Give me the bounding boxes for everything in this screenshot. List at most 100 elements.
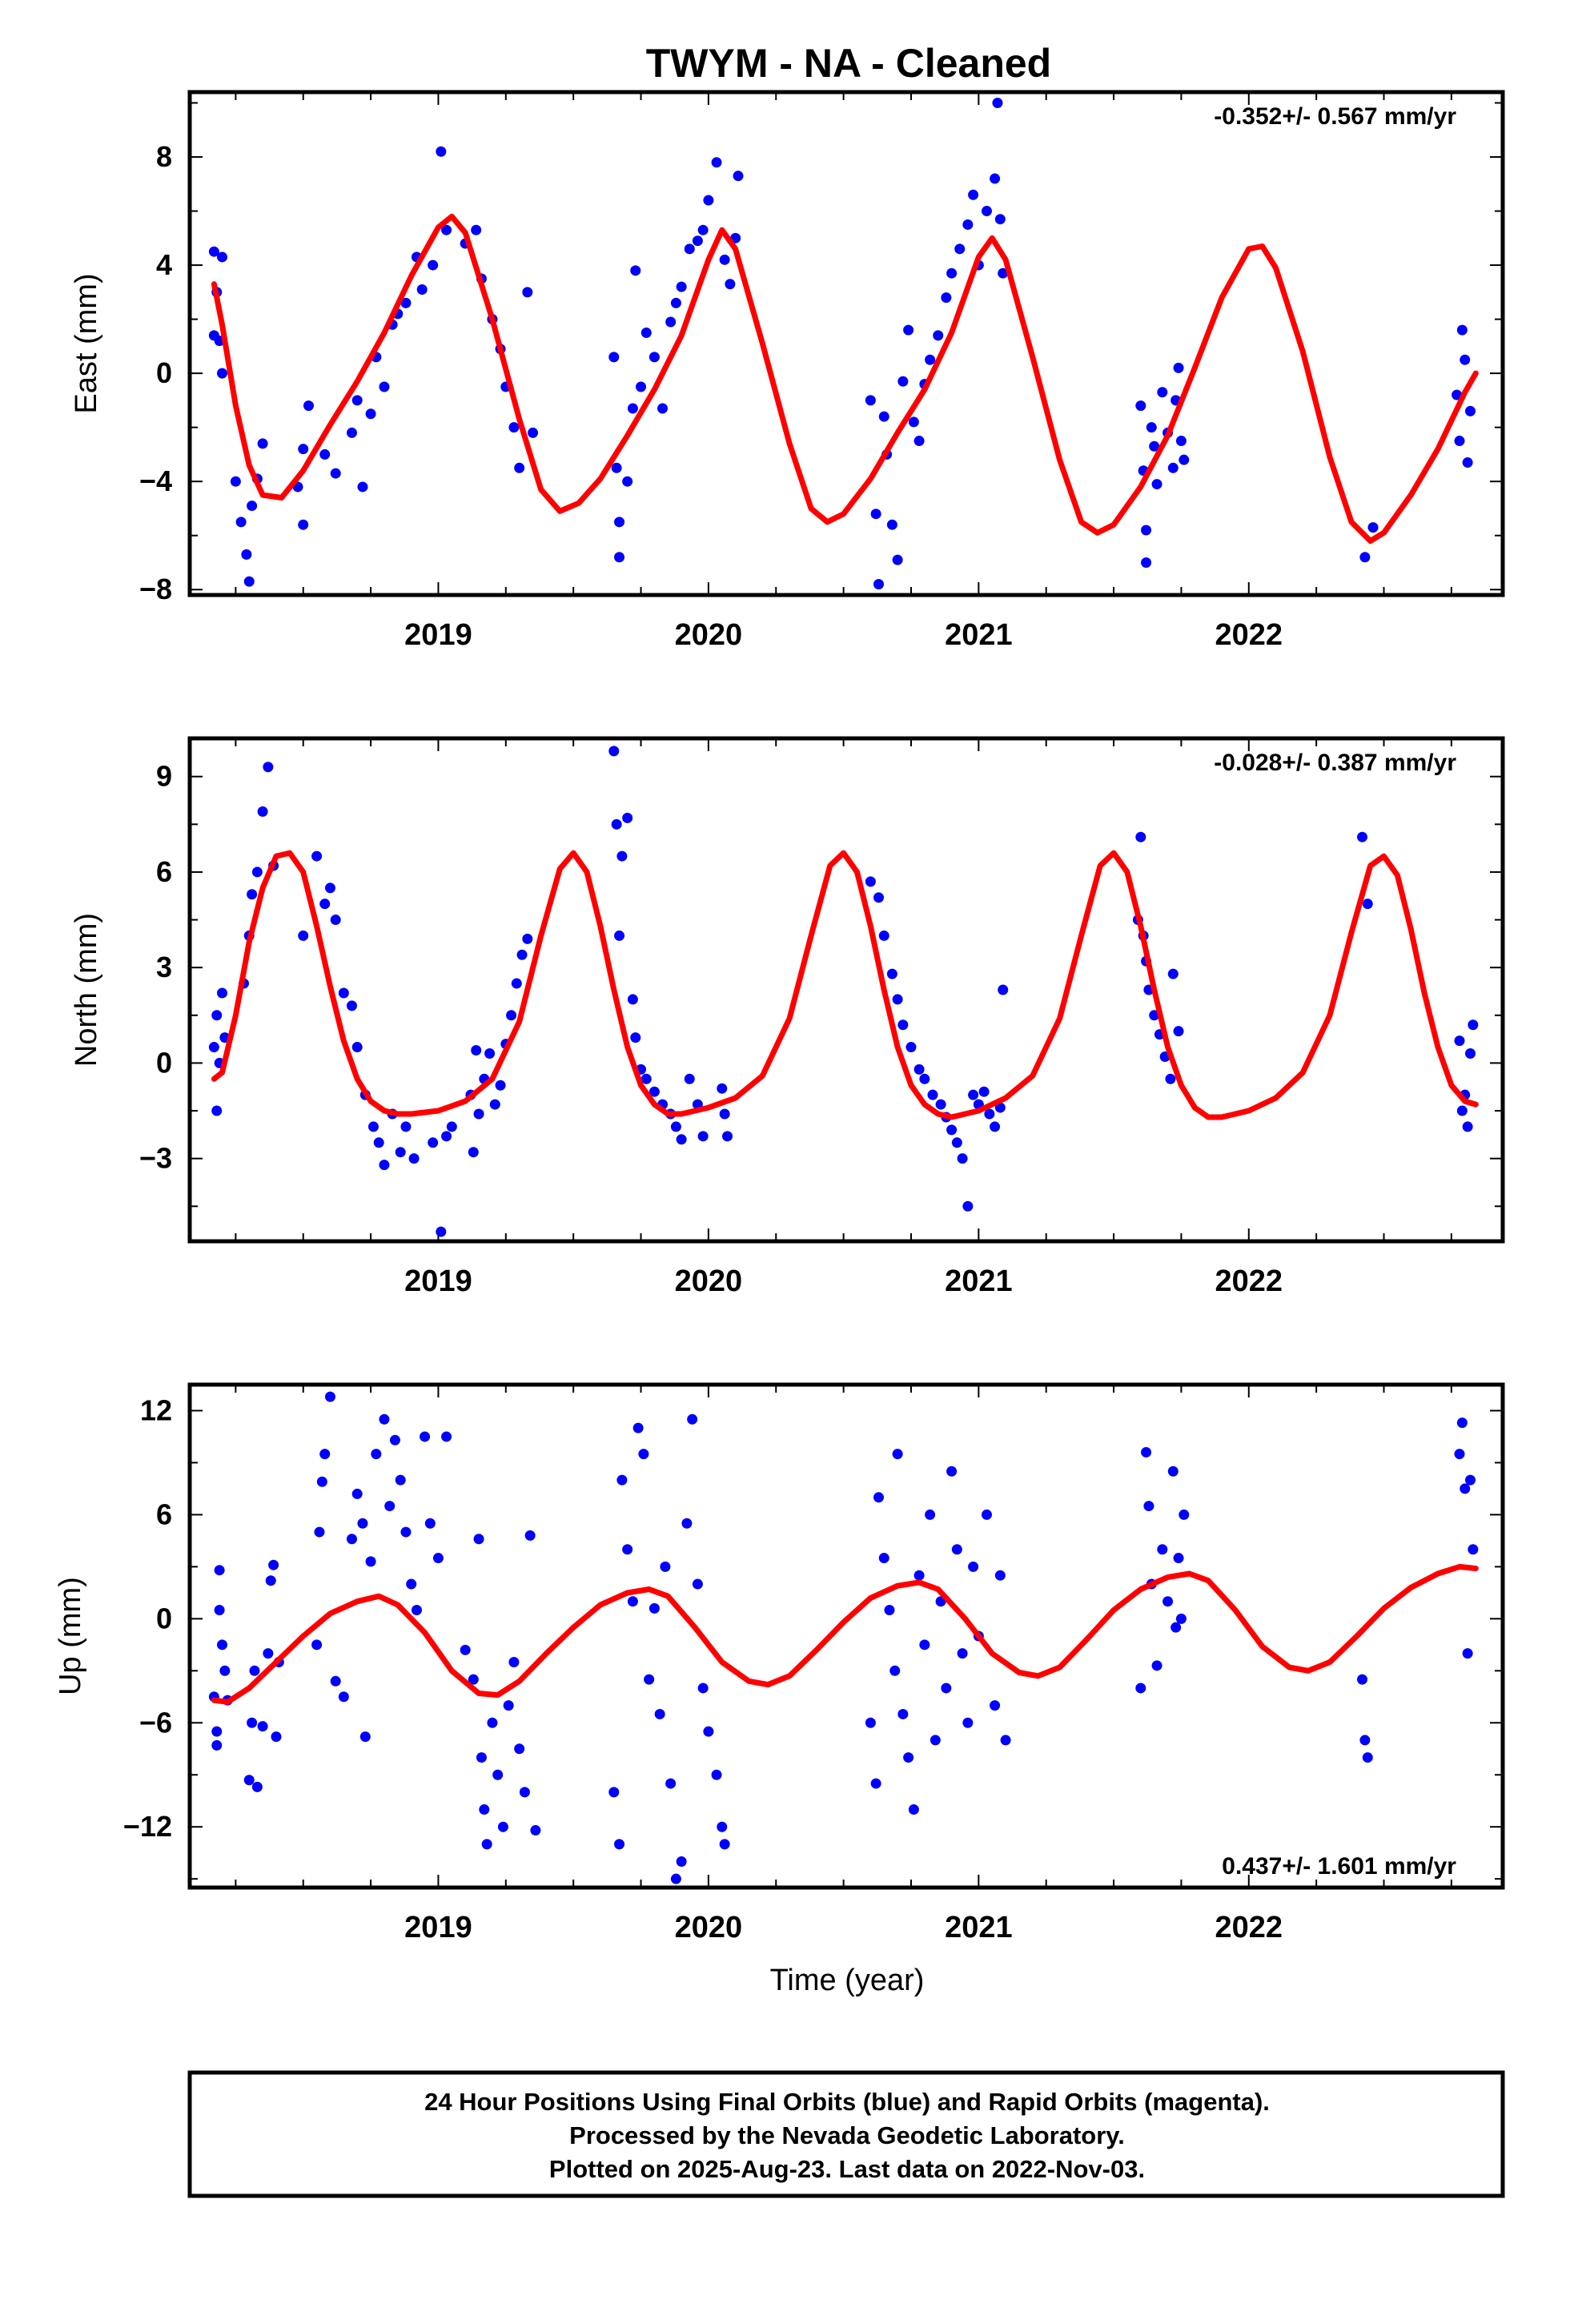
data-point xyxy=(416,283,428,295)
data-point xyxy=(994,214,1006,225)
data-point xyxy=(919,1639,930,1651)
data-point xyxy=(614,930,625,941)
data-point xyxy=(697,224,709,235)
data-point xyxy=(1178,454,1190,465)
data-point xyxy=(251,866,263,878)
data-point xyxy=(1359,552,1371,563)
data-point xyxy=(998,984,1009,995)
data-point xyxy=(298,519,309,530)
data-point xyxy=(925,1509,936,1520)
data-point xyxy=(257,438,268,449)
y-tick-label: 9 xyxy=(156,760,172,793)
data-point xyxy=(522,933,533,944)
data-point xyxy=(514,462,525,473)
data-point xyxy=(865,876,876,887)
data-point xyxy=(648,1602,660,1614)
footer-line-2: Processed by the Nevada Geodetic Laborat… xyxy=(569,2121,1125,2149)
data-point xyxy=(395,1147,406,1158)
y-tick-label: −12 xyxy=(123,1810,172,1843)
panel-2: 2019 2020 2021 2022 −3 0 3 6 9 North (mm) -0.028+/… xyxy=(70,736,1505,1298)
data-point xyxy=(998,267,1009,279)
data-point xyxy=(346,427,357,438)
data-point xyxy=(919,1073,930,1084)
data-point xyxy=(214,1605,225,1616)
data-point xyxy=(981,206,992,217)
data-point xyxy=(665,1778,677,1789)
data-point xyxy=(903,1752,914,1763)
data-point xyxy=(897,1708,909,1719)
data-point xyxy=(622,812,633,823)
data-point xyxy=(622,476,633,487)
data-point xyxy=(984,1108,995,1120)
data-point xyxy=(319,899,331,910)
data-point xyxy=(216,368,227,379)
data-point xyxy=(324,883,335,894)
rate-annotation: -0.028+/- 0.387 mm/yr xyxy=(1214,750,1456,776)
data-point xyxy=(640,327,652,338)
rate-annotation: 0.437+/- 1.601 mm/yr xyxy=(1222,1853,1456,1880)
data-point xyxy=(703,195,714,206)
data-point xyxy=(870,1778,881,1789)
plot-area xyxy=(208,746,1479,1237)
data-point xyxy=(1157,1544,1168,1555)
data-point xyxy=(460,1644,471,1655)
data-point xyxy=(479,1804,490,1815)
data-point xyxy=(1175,1613,1186,1624)
x-tick-label: 2022 xyxy=(1215,618,1283,652)
data-point xyxy=(611,462,622,473)
data-point xyxy=(865,395,876,406)
data-point xyxy=(903,324,914,336)
y-tick-label: −6 xyxy=(139,1706,172,1739)
x-tick-label: 2021 xyxy=(945,618,1013,652)
panels: 2019 2020 2021 2022 −8 −4 0 4 8 East (mm) -0.352+/… xyxy=(54,90,1505,1944)
data-point xyxy=(514,1743,525,1755)
y-axis-label: East (mm) xyxy=(70,273,103,413)
data-point xyxy=(487,1717,498,1728)
data-point xyxy=(508,422,520,433)
data-point xyxy=(719,254,730,265)
data-point xyxy=(400,1526,412,1538)
data-point xyxy=(384,1501,396,1512)
data-point xyxy=(616,1474,628,1486)
data-point xyxy=(630,1032,641,1043)
data-point xyxy=(1141,557,1152,568)
data-point xyxy=(616,850,628,862)
data-point xyxy=(338,1691,349,1703)
data-point xyxy=(1456,1417,1468,1429)
data-point xyxy=(357,1518,368,1529)
data-point xyxy=(251,1781,263,1792)
data-point xyxy=(330,468,341,479)
data-point xyxy=(1173,1553,1184,1564)
data-point xyxy=(1175,436,1186,447)
data-point xyxy=(389,1434,400,1445)
x-tick-label: 2019 xyxy=(404,1265,472,1298)
data-point xyxy=(351,1488,363,1499)
data-point xyxy=(676,281,687,292)
data-point xyxy=(319,448,331,460)
data-point xyxy=(978,1086,990,1097)
data-point xyxy=(473,1108,484,1120)
data-point xyxy=(905,1042,917,1053)
data-point xyxy=(249,1665,260,1676)
data-point xyxy=(211,1105,223,1116)
data-point xyxy=(968,1089,979,1100)
data-point xyxy=(1462,1648,1473,1659)
x-tick-label: 2022 xyxy=(1215,1911,1283,1944)
data-point xyxy=(257,806,268,817)
data-point xyxy=(873,1492,884,1503)
y-tick-label: −3 xyxy=(139,1142,172,1175)
data-point xyxy=(1143,1501,1154,1512)
data-point xyxy=(1000,1735,1011,1746)
data-point xyxy=(951,1544,962,1555)
data-point xyxy=(627,403,638,414)
data-point xyxy=(946,267,958,279)
data-point xyxy=(367,1121,379,1132)
data-point xyxy=(1362,899,1373,910)
x-tick-label: 2021 xyxy=(945,1265,1013,1298)
data-point xyxy=(319,1449,331,1460)
data-point xyxy=(365,408,376,420)
data-point xyxy=(962,1200,974,1212)
data-point xyxy=(981,1509,992,1520)
data-point xyxy=(962,1717,974,1728)
data-point xyxy=(311,1639,323,1651)
